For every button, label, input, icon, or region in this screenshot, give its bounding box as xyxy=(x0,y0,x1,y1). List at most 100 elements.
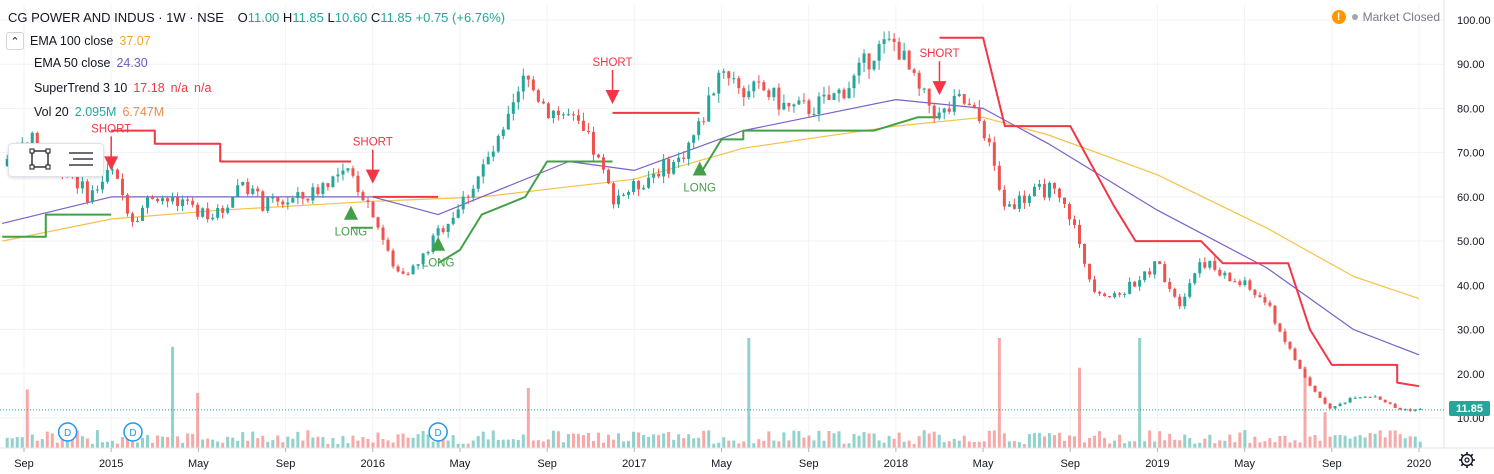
volume-bar xyxy=(607,434,611,448)
ema-100-path xyxy=(2,116,1420,300)
candle-body xyxy=(491,151,495,157)
candle-body xyxy=(737,78,741,89)
volume-bar xyxy=(596,432,600,448)
volume-bar xyxy=(1298,442,1302,448)
volume-bar xyxy=(722,437,726,448)
volume-bar xyxy=(1042,436,1046,448)
select-rectangle-icon[interactable] xyxy=(27,148,53,172)
volume-bar xyxy=(1228,434,1232,448)
candle-body xyxy=(1363,396,1367,398)
volume-bar xyxy=(962,435,966,448)
volume-bar xyxy=(271,440,275,448)
candle-body xyxy=(1163,264,1167,283)
volume-bar xyxy=(556,431,560,448)
candle-body xyxy=(441,228,445,232)
volume-bar xyxy=(727,440,731,448)
candle-body xyxy=(1183,296,1187,307)
volume-bar xyxy=(757,439,761,448)
volume-bar xyxy=(451,435,455,448)
dividend-marker[interactable] xyxy=(123,422,143,442)
price-tick-label: 30.00 xyxy=(1457,325,1485,337)
candle-body xyxy=(286,202,290,205)
volume-bar xyxy=(1148,430,1152,448)
volume-bar xyxy=(662,433,666,448)
indicator-ema100[interactable]: ⌃ EMA 100 close 37.07 xyxy=(6,32,151,50)
volume-bar xyxy=(687,434,691,448)
volume-bar xyxy=(431,441,435,448)
volume-bar xyxy=(301,440,305,448)
volume-bar xyxy=(1143,441,1147,448)
candle-body xyxy=(341,170,345,175)
volume-bar xyxy=(1032,433,1036,448)
volume-bar xyxy=(1208,434,1212,448)
indicator-volume[interactable]: Vol 20 2.095M 6.747M xyxy=(28,105,164,119)
volume-bar xyxy=(837,431,841,448)
market-status[interactable]: ! Market Closed xyxy=(1331,10,1440,24)
candle-body xyxy=(1042,184,1046,198)
volume-bar xyxy=(1133,441,1137,448)
volume-bar xyxy=(1057,432,1061,448)
candle-body xyxy=(1103,293,1107,297)
volume-bar xyxy=(50,433,54,448)
candle-body xyxy=(707,95,711,122)
volume-bar xyxy=(1062,440,1066,448)
dividend-marker[interactable] xyxy=(57,422,78,442)
candle-body xyxy=(957,94,961,96)
time-tick-label: May xyxy=(1234,458,1255,470)
candle-body xyxy=(401,271,405,274)
volume-bar xyxy=(937,434,941,448)
volume-bar xyxy=(181,442,185,448)
candle-body xyxy=(516,91,520,103)
volume-bar xyxy=(105,441,109,448)
candlesticks xyxy=(5,31,1422,412)
candle-body xyxy=(1213,260,1217,270)
ema-50-line xyxy=(2,98,1420,356)
candle-body xyxy=(571,114,575,116)
supertrend-segment xyxy=(698,116,940,176)
volume-bar xyxy=(1398,434,1402,448)
indicator-ema50[interactable]: EMA 50 close 24.30 xyxy=(28,56,148,70)
candle-body xyxy=(752,81,756,92)
candle-body xyxy=(1188,283,1192,297)
volume-bar xyxy=(977,441,981,448)
candle-body xyxy=(632,181,636,193)
ema-100-line xyxy=(2,116,1420,300)
candle-body xyxy=(1138,280,1142,287)
indicator-supertrend[interactable]: SuperTrend 3 10 17.18 n/a n/a xyxy=(28,81,211,95)
volume-bar xyxy=(1358,435,1362,448)
volume-bar xyxy=(251,431,255,448)
candle-body xyxy=(997,165,1001,190)
candle-body xyxy=(627,192,631,195)
volume-bar xyxy=(612,439,616,448)
volume-bar xyxy=(561,442,565,448)
candle-body xyxy=(742,88,746,98)
last-price-label: 11.85 xyxy=(1449,401,1490,416)
supertrend-segment xyxy=(437,160,613,265)
volume-bar xyxy=(151,442,155,448)
volume-bar xyxy=(982,441,986,448)
volume-bar xyxy=(1313,434,1317,448)
time-tick-label: 2017 xyxy=(622,458,646,470)
volume-bar xyxy=(857,435,861,448)
candle-body xyxy=(1083,243,1087,264)
candle-body xyxy=(1273,305,1277,324)
volume-bar xyxy=(135,442,139,448)
candle-body xyxy=(141,207,145,221)
volume-bar xyxy=(1273,442,1277,448)
candle-body xyxy=(531,79,535,91)
chevron-up-icon[interactable]: ⌃ xyxy=(6,32,24,50)
candle-body xyxy=(1313,385,1317,392)
candle-body xyxy=(1298,359,1302,369)
candle-body xyxy=(1373,396,1377,398)
object-tree-icon[interactable] xyxy=(67,148,93,172)
gear-icon[interactable] xyxy=(1458,451,1476,469)
candle-body xyxy=(1288,341,1292,349)
dividend-marker[interactable] xyxy=(428,422,448,442)
candle-body xyxy=(1017,195,1021,209)
candle-body xyxy=(1118,293,1122,295)
warning-icon[interactable]: ! xyxy=(1331,10,1346,24)
supertrend-segment xyxy=(111,129,351,163)
volume-bar xyxy=(161,436,165,448)
